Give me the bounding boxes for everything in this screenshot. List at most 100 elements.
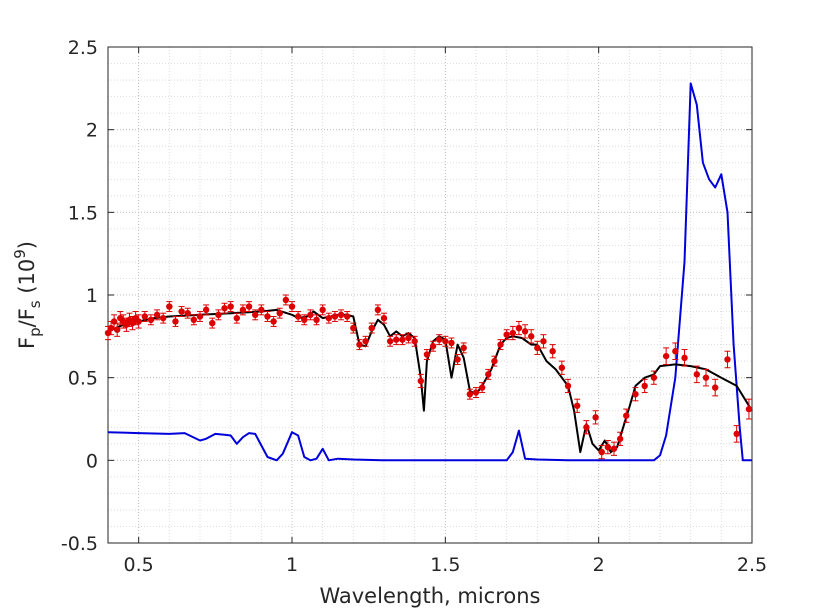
data-point <box>209 319 216 327</box>
data-point <box>405 334 412 342</box>
data-point <box>662 352 670 360</box>
y-tick-label: 1 <box>86 285 98 307</box>
y-tick-label: 2.5 <box>68 37 98 59</box>
data-point <box>436 336 443 343</box>
data-point <box>350 324 357 332</box>
y-tick-label: 0 <box>86 450 98 472</box>
data-point <box>448 339 455 347</box>
data-point <box>202 306 210 314</box>
data-point <box>616 435 624 443</box>
data-point <box>107 324 115 332</box>
data-point <box>672 348 679 355</box>
grid <box>107 46 753 544</box>
data-point <box>276 309 283 317</box>
data-point <box>313 316 320 323</box>
data-point <box>245 303 253 310</box>
y-tick-label: 1.5 <box>68 202 98 224</box>
data-point <box>362 338 369 345</box>
red-data-points <box>104 294 753 460</box>
data-point <box>472 389 480 396</box>
x-tick-label: 2.5 <box>737 554 767 576</box>
data-point <box>190 316 198 323</box>
data-point <box>583 424 590 431</box>
data-point <box>702 374 710 381</box>
axis-ticks <box>108 46 753 544</box>
data-point <box>491 357 498 365</box>
data-point <box>558 364 566 371</box>
data-point <box>264 313 271 320</box>
x-tick-label: 1.5 <box>430 554 460 576</box>
data-point <box>604 443 612 451</box>
data-point <box>325 314 332 322</box>
data-point <box>172 318 179 325</box>
y-axis-title-main: F <box>15 337 39 349</box>
data-point <box>196 313 204 320</box>
tick-labels: 0.5 1 1.5 2 2.5 -0.5 0 0.5 1 1.5 2 2.5 <box>61 37 767 576</box>
data-point <box>745 405 753 413</box>
data-point <box>515 324 523 332</box>
data-point <box>724 356 731 363</box>
blue-spectrum-line <box>107 82 752 462</box>
y-axis-title-slash: /F <box>15 308 39 327</box>
data-point <box>574 402 581 409</box>
data-point <box>239 306 247 314</box>
data-point <box>681 354 688 362</box>
data-point <box>454 356 461 363</box>
data-point <box>114 326 121 333</box>
data-point <box>466 391 474 398</box>
data-point <box>344 313 351 320</box>
data-point <box>528 333 535 340</box>
data-point <box>399 336 406 343</box>
x-axis-title: Wavelength, microns <box>319 584 540 608</box>
data-point <box>540 338 547 345</box>
data-point <box>227 303 234 310</box>
x-tick-label: 1 <box>286 554 298 576</box>
data-point <box>423 351 431 358</box>
data-point <box>393 336 400 343</box>
data-point <box>288 303 296 310</box>
data-point <box>294 313 302 320</box>
data-point <box>442 338 449 345</box>
x-tick-label: 2 <box>593 554 605 576</box>
y-tick-label: 2 <box>86 120 98 142</box>
y-axis-title-scale-open: (10 <box>15 259 39 301</box>
data-point <box>712 384 719 391</box>
data-point <box>564 382 572 390</box>
data-point <box>485 371 492 378</box>
data-point <box>160 314 167 322</box>
data-point <box>460 344 467 352</box>
data-point <box>641 382 648 390</box>
data-point <box>380 314 388 322</box>
data-point <box>509 329 516 337</box>
data-point <box>166 303 173 310</box>
data-point <box>632 391 639 398</box>
data-point <box>356 341 363 348</box>
data-point <box>215 311 222 319</box>
data-point <box>693 371 700 378</box>
data-point <box>307 311 314 319</box>
data-point <box>733 430 740 438</box>
data-point <box>110 318 118 325</box>
data-point <box>147 316 155 323</box>
data-point <box>503 331 510 338</box>
data-point <box>417 377 424 385</box>
data-point <box>153 311 161 319</box>
data-point <box>258 306 265 314</box>
data-point <box>592 414 599 421</box>
data-point <box>184 309 191 317</box>
y-axis-title-scale-exp: 9 <box>11 249 29 259</box>
data-point <box>549 348 556 355</box>
data-point <box>331 313 339 320</box>
data-point <box>650 374 658 381</box>
y-axis-title-sub1: p <box>26 327 44 337</box>
data-point <box>282 296 290 304</box>
data-point <box>135 318 142 325</box>
data-point <box>368 324 375 332</box>
data-point <box>270 318 277 325</box>
data-point <box>301 316 308 323</box>
data-point <box>610 445 618 452</box>
y-tick-label: -0.5 <box>61 533 98 555</box>
data-point <box>141 313 148 320</box>
y-axis-title-sub2: s <box>26 300 44 308</box>
